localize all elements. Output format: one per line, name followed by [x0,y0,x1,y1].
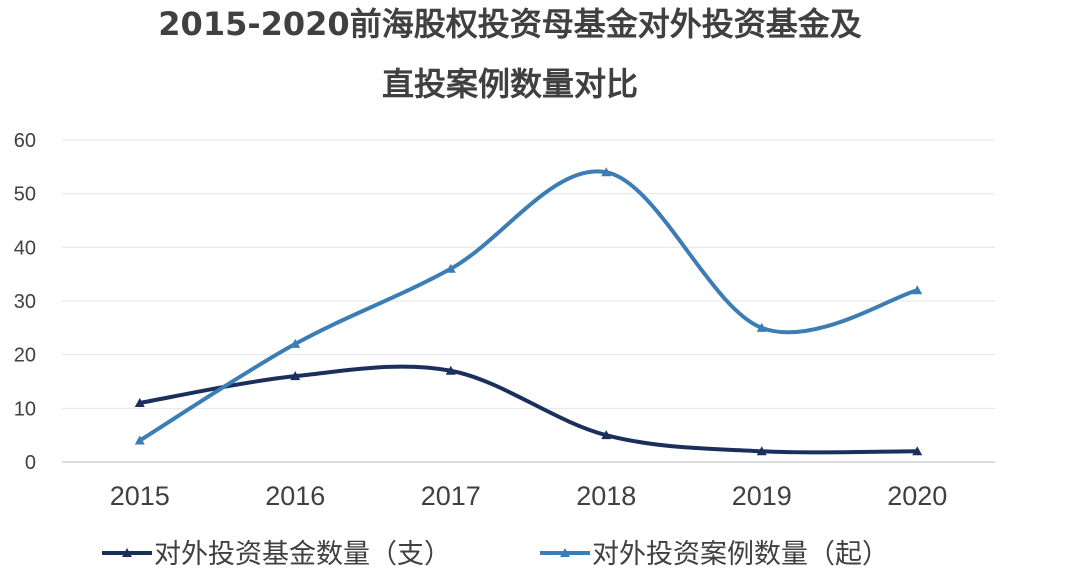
data-point-marker [445,365,456,375]
legend-marker [122,548,132,557]
chart-title-line-2: 直投案例数量对比 [382,65,638,103]
gridlines [62,139,995,463]
legend-label: 对外投资基金数量（支） [154,539,451,570]
y-tick-label: 50 [14,184,36,206]
data-point-marker [290,371,301,381]
x-tick-label: 2017 [421,481,481,511]
data-point-marker [756,446,767,456]
legend-item: 对外投资基金数量（支） [102,539,451,570]
y-tick-label: 0 [25,452,36,474]
data-point-marker [601,167,612,177]
data-point-marker [134,397,145,407]
series-line [137,169,920,443]
series-lines [134,167,923,456]
data-point-marker [134,435,145,445]
data-point-marker [601,430,612,440]
x-tick-label: 2020 [887,481,947,511]
x-axis-ticks: 2015 2016 2017 2018 2019 2020 [110,481,948,511]
legend-item: 对外投资案例数量（起） [540,539,889,570]
y-tick-label: 40 [14,237,36,259]
y-tick-label: 10 [14,398,36,420]
series-1 [134,364,923,456]
legend-label: 对外投资案例数量（起） [592,539,889,570]
y-tick-label: 20 [14,345,36,367]
data-point-marker [445,263,456,273]
y-tick-label: 60 [14,130,36,152]
y-axis-ticks: 0 10 20 30 40 50 60 [14,130,36,474]
data-point-marker [912,285,923,295]
chart-title-line-1: 2015-2020前海股权投资母基金对外投资基金及 [158,5,861,43]
series-2 [134,167,923,445]
data-point-marker [912,446,923,456]
data-point-marker [756,322,767,332]
legend: 对外投资基金数量（支） 对外投资案例数量（起） [102,539,889,570]
y-tick-label: 30 [14,291,36,313]
x-tick-label: 2018 [576,481,636,511]
x-tick-label: 2016 [265,481,325,511]
series-line [137,364,920,455]
data-point-marker [290,338,301,348]
chart-title: 2015-2020前海股权投资母基金对外投资基金及 直投案例数量对比 [158,5,861,103]
x-tick-label: 2015 [110,481,170,511]
x-tick-label: 2019 [732,481,792,511]
legend-marker [560,548,570,557]
